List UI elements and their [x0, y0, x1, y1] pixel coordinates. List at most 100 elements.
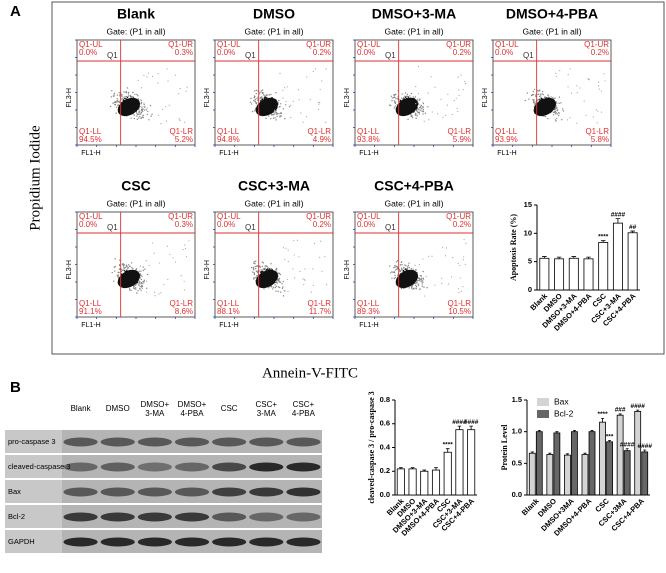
event-dot — [256, 271, 259, 274]
blot-band — [249, 462, 284, 472]
blot-band — [63, 437, 98, 447]
event-dot — [418, 107, 421, 109]
quadrant-name: Q1-LR — [307, 127, 331, 136]
quadrant-name: Q1-LR — [169, 299, 193, 308]
quadrant-value: 0.0% — [495, 48, 513, 57]
event-dot — [532, 100, 535, 103]
event-dot — [417, 102, 420, 105]
event-dot — [526, 92, 529, 94]
event-dot — [309, 98, 311, 100]
event-dot — [250, 266, 253, 269]
event-dot — [288, 105, 291, 108]
event-dot — [124, 97, 126, 100]
lane-label: Blank — [71, 404, 92, 413]
event-dot — [272, 114, 275, 116]
event-dot — [278, 116, 281, 118]
axis-name: FL3-H — [204, 260, 211, 279]
event-dot — [284, 118, 286, 120]
event-dot — [410, 114, 412, 116]
lane-label: 3-MA — [145, 409, 165, 418]
event-dot — [183, 289, 186, 291]
error-bar — [630, 230, 635, 233]
event-dot — [417, 65, 420, 68]
event-dot — [142, 114, 144, 117]
event-dot — [114, 270, 116, 272]
event-dot — [135, 268, 138, 270]
blot-band — [286, 462, 321, 472]
event-dot — [140, 278, 143, 281]
event-dot — [402, 270, 404, 272]
event-dot — [277, 286, 280, 288]
event-dot — [157, 73, 159, 75]
quadrant-name: Q1-UR — [446, 40, 471, 49]
event-dot — [276, 115, 278, 118]
event-dot — [133, 287, 136, 290]
row-label: Bcl-2 — [8, 512, 25, 521]
event-dot — [118, 92, 120, 94]
event-dot — [544, 96, 546, 98]
event-dot — [137, 95, 139, 97]
blot-band — [63, 512, 98, 522]
event-dot — [416, 280, 418, 282]
event-dot — [272, 117, 275, 119]
event-dot — [416, 115, 418, 117]
error-bar — [608, 440, 612, 442]
event-dot — [282, 280, 284, 283]
event-dot — [277, 102, 280, 104]
error-bar — [422, 469, 427, 472]
event-dot — [254, 90, 256, 92]
event-dot — [406, 95, 409, 98]
lane-label: 4-PBA — [292, 409, 316, 418]
event-dot — [119, 259, 121, 261]
event-dot — [270, 117, 272, 120]
plot-frame — [354, 39, 474, 146]
event-dot — [151, 113, 153, 116]
event-dot — [168, 104, 170, 106]
event-dot — [287, 249, 289, 251]
event-dot — [465, 242, 467, 244]
event-dot — [166, 68, 168, 70]
event-dot — [140, 274, 142, 277]
event-dot — [462, 286, 464, 288]
event-dot — [163, 283, 165, 286]
blot-band — [286, 487, 321, 497]
quadrant-name: Q1 — [385, 223, 396, 232]
event-dot — [264, 95, 266, 97]
event-dot — [141, 285, 144, 287]
event-dot — [250, 97, 252, 100]
event-dot — [422, 270, 424, 273]
event-dot — [184, 247, 187, 250]
event-dot — [284, 87, 286, 89]
axis-name: FL1-H — [81, 150, 100, 157]
event-dot — [405, 264, 407, 267]
event-dot — [274, 112, 276, 114]
error-bar — [537, 430, 541, 432]
event-dot — [112, 102, 114, 104]
event-dot — [570, 92, 573, 94]
significance: **** — [598, 233, 609, 240]
event-dot — [560, 102, 562, 104]
quadrant-value: 5.2% — [175, 135, 193, 144]
event-dot — [399, 264, 402, 266]
blot-band — [100, 537, 135, 547]
event-dot — [279, 115, 281, 117]
event-dot — [462, 259, 464, 261]
event-dot — [255, 265, 258, 267]
event-dot — [299, 270, 301, 273]
event-dot — [161, 108, 164, 110]
event-dot — [304, 268, 306, 270]
event-dot — [393, 266, 395, 269]
bar — [431, 469, 441, 496]
blot-band — [249, 512, 284, 522]
event-dot — [419, 275, 422, 277]
event-dot — [109, 105, 112, 108]
event-dot — [122, 269, 125, 272]
event-dot — [273, 109, 276, 111]
event-dot — [427, 92, 429, 94]
event-dot — [123, 96, 125, 98]
panel-label: A — [10, 3, 21, 20]
event-dot — [117, 274, 119, 276]
event-dot — [179, 119, 181, 121]
lane-label: DMSO+ — [178, 400, 207, 409]
plot-frame — [76, 39, 196, 146]
